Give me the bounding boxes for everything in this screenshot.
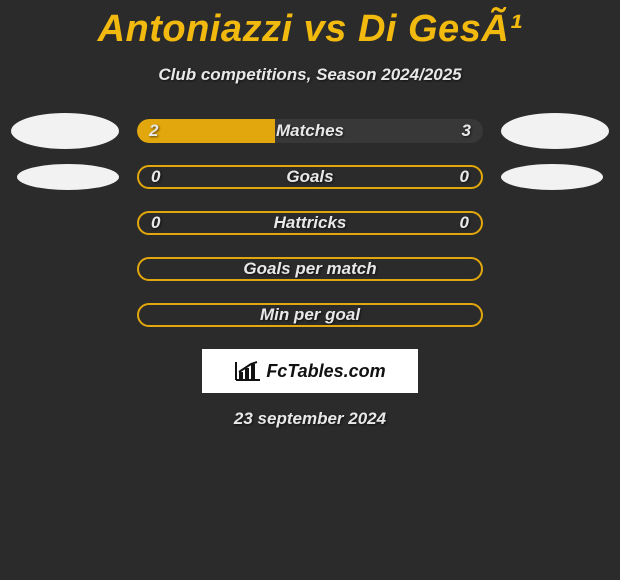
stat-value-left: 0 (151, 167, 160, 187)
stat-label: Matches (276, 121, 344, 141)
stat-label: Goals per match (243, 259, 376, 279)
stat-value-left: 0 (151, 213, 160, 233)
stat-value-right: 0 (460, 167, 469, 187)
stat-row: 0 Hattricks 0 (0, 211, 620, 235)
brand-chart-icon (234, 360, 262, 382)
stat-bar: 2 Matches 3 (137, 119, 483, 143)
stat-label: Goals (286, 167, 333, 187)
stat-bar: 0 Goals 0 (137, 165, 483, 189)
comparison-card: Antoniazzi vs Di GesÃ¹ Club competitions… (0, 0, 620, 580)
stat-bar: 0 Hattricks 0 (137, 211, 483, 235)
page-title: Antoniazzi vs Di GesÃ¹ (0, 0, 620, 51)
stat-bar: Goals per match (137, 257, 483, 281)
subtitle: Club competitions, Season 2024/2025 (0, 65, 620, 85)
player-avatar-left (17, 164, 119, 190)
stat-row: Goals per match (0, 257, 620, 281)
stat-row: 0 Goals 0 (0, 165, 620, 189)
stat-label: Min per goal (260, 305, 360, 325)
player-avatar-right (501, 164, 603, 190)
stat-row: 2 Matches 3 (0, 119, 620, 143)
stat-label: Hattricks (274, 213, 347, 233)
brand-text: FcTables.com (266, 361, 385, 382)
player-avatar-left (11, 113, 119, 149)
stat-value-right: 0 (460, 213, 469, 233)
stat-row: Min per goal (0, 303, 620, 327)
date-label: 23 september 2024 (0, 409, 620, 429)
stat-rows: 2 Matches 3 0 Goals 0 0 Hattricks 0 Goals per mat… (0, 119, 620, 327)
stat-value-left: 2 (149, 121, 158, 141)
player-avatar-right (501, 113, 609, 149)
brand-badge: FcTables.com (202, 349, 418, 393)
stat-bar: Min per goal (137, 303, 483, 327)
stat-value-right: 3 (462, 121, 471, 141)
